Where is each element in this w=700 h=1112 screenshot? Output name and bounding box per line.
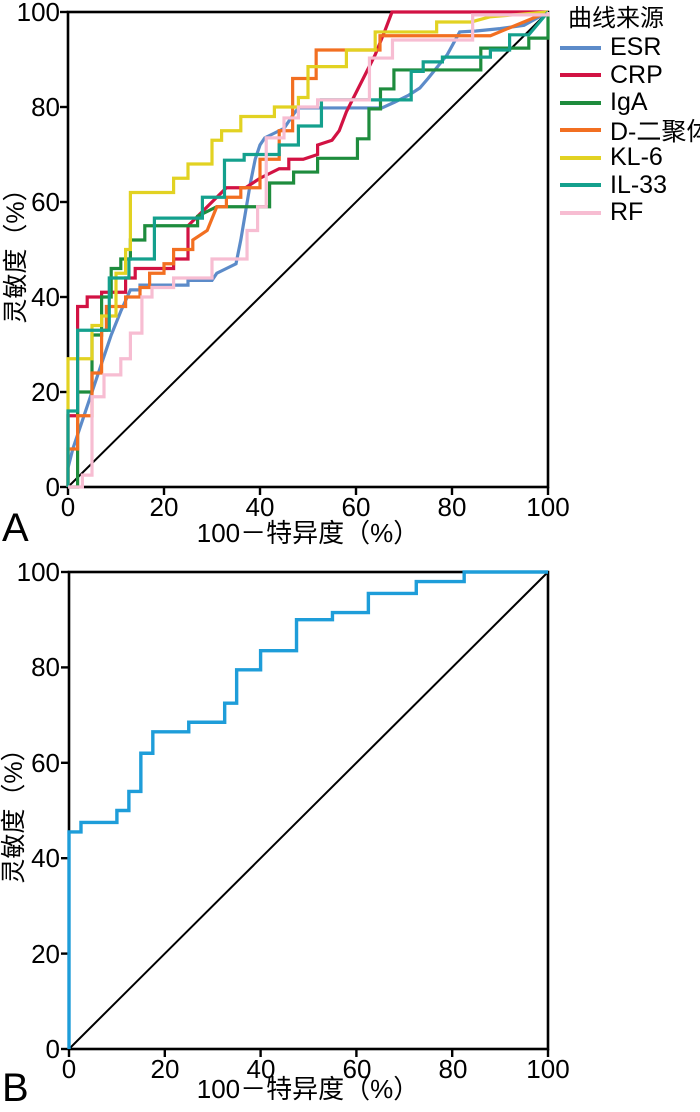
b-y-tick-80: 80 bbox=[31, 652, 60, 682]
a-y-tick-60: 60 bbox=[31, 187, 60, 217]
a-x-tick-20: 20 bbox=[149, 492, 179, 522]
b-x-tick-60: 60 bbox=[342, 1054, 372, 1084]
b-x-tick-100: 100 bbox=[526, 1054, 570, 1084]
a-y-tick-0: 0 bbox=[45, 472, 60, 502]
axis-box-B bbox=[67, 570, 550, 1051]
legend-label-iga: IgA bbox=[610, 88, 648, 117]
a-x-tick-60: 60 bbox=[341, 492, 371, 522]
a-x-tick-0: 0 bbox=[60, 492, 76, 522]
a-y-tick-80: 80 bbox=[31, 92, 60, 122]
panel-label-b: B bbox=[2, 1066, 29, 1110]
b-x-tick-0: 0 bbox=[61, 1054, 77, 1084]
reference-diagonal-B bbox=[68, 571, 549, 1050]
iga-line-swatch bbox=[560, 100, 601, 105]
legend-item-esr: ESR bbox=[560, 33, 700, 62]
legend: 曲线来源 ESR CRP IgA D-二聚体 KL-6 IL-33 RF bbox=[560, 4, 700, 227]
a-y-tick-100: 100 bbox=[16, 0, 60, 27]
legend-label-ddimer: D-二聚体 bbox=[610, 118, 700, 147]
legend-title: 曲线来源 bbox=[568, 5, 664, 32]
roc-curve-A-ESR bbox=[66, 10, 549, 487]
legend-label-rf: RF bbox=[610, 198, 644, 227]
legend-item-il33: IL-33 bbox=[560, 170, 700, 200]
roc-curve-A-D-二聚体 bbox=[66, 10, 549, 487]
b-x-tick-20: 20 bbox=[150, 1054, 180, 1084]
roc-curve-A-KL-6 bbox=[66, 10, 549, 487]
legend-label-il33: IL-33 bbox=[610, 170, 667, 199]
a-x-tick-40: 40 bbox=[245, 492, 275, 522]
b-y-tick-100: 100 bbox=[16, 557, 60, 587]
legend-label-esr: ESR bbox=[610, 33, 662, 62]
b-x-tick-80: 80 bbox=[438, 1054, 468, 1084]
legend-item-crp: CRP bbox=[560, 60, 700, 90]
b-x-axis-title: 100－特异度（%） bbox=[196, 1074, 420, 1104]
a-x-tick-100: 100 bbox=[526, 492, 570, 522]
esr-line-swatch bbox=[560, 45, 601, 50]
roc-curve-B-ROC bbox=[67, 570, 548, 1049]
a-y-axis-title: 灵敏度（%） bbox=[2, 176, 30, 324]
il33-line-swatch bbox=[560, 183, 601, 188]
b-y-tick-40: 40 bbox=[31, 843, 60, 873]
legend-item-kl6: KL-6 bbox=[560, 143, 700, 172]
rf-line-swatch bbox=[560, 210, 601, 215]
legend-item-iga: IgA bbox=[560, 88, 700, 117]
b-y-tick-20: 20 bbox=[31, 939, 60, 969]
axis-box-A bbox=[66, 10, 550, 489]
legend-item-ddimer: D-二聚体 bbox=[560, 117, 700, 146]
b-y-tick-0: 0 bbox=[45, 1034, 60, 1064]
legend-item-rf: RF bbox=[560, 198, 700, 227]
reference-diagonal-A bbox=[67, 11, 549, 488]
b-y-tick-60: 60 bbox=[31, 748, 60, 778]
kl6-line-swatch bbox=[560, 155, 601, 160]
ddimer-line-swatch bbox=[560, 128, 601, 133]
b-y-axis-title: 灵敏度（%） bbox=[0, 736, 28, 884]
roc-curve-A-IgA bbox=[68, 12, 550, 489]
legend-label-crp: CRP bbox=[610, 60, 663, 89]
crp-line-swatch bbox=[560, 73, 601, 78]
a-x-tick-80: 80 bbox=[437, 492, 467, 522]
b-x-tick-40: 40 bbox=[246, 1054, 276, 1084]
legend-label-kl6: KL-6 bbox=[610, 143, 663, 172]
a-y-tick-20: 20 bbox=[31, 377, 60, 407]
panel-label-a: A bbox=[2, 506, 29, 550]
roc-curve-A-RF bbox=[68, 12, 550, 489]
roc-curve-A-IL-33 bbox=[66, 10, 550, 487]
a-x-axis-title: 100－特异度（%） bbox=[196, 518, 420, 548]
a-y-tick-40: 40 bbox=[31, 282, 60, 312]
